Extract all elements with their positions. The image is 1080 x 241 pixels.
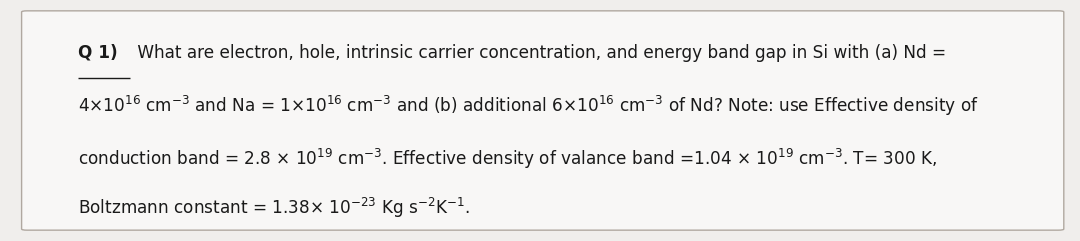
FancyBboxPatch shape: [22, 11, 1064, 230]
Text: What are electron, hole, intrinsic carrier concentration, and energy band gap in: What are electron, hole, intrinsic carri…: [132, 44, 946, 62]
Text: Boltzmann constant = 1.38$\times$ 10$^{-23}$ Kg s$^{-2}$K$^{-1}$.: Boltzmann constant = 1.38$\times$ 10$^{-…: [78, 196, 470, 221]
Text: Q 1): Q 1): [78, 44, 118, 62]
Text: 4$\times$10$^{16}$ cm$^{-3}$ and Na = 1$\times$10$^{16}$ cm$^{-3}$ and (b) addit: 4$\times$10$^{16}$ cm$^{-3}$ and Na = 1$…: [78, 94, 978, 118]
Text: conduction band = 2.8 $\times$ 10$^{19}$ cm$^{-3}$. Effective density of valance: conduction band = 2.8 $\times$ 10$^{19}$…: [78, 147, 937, 171]
